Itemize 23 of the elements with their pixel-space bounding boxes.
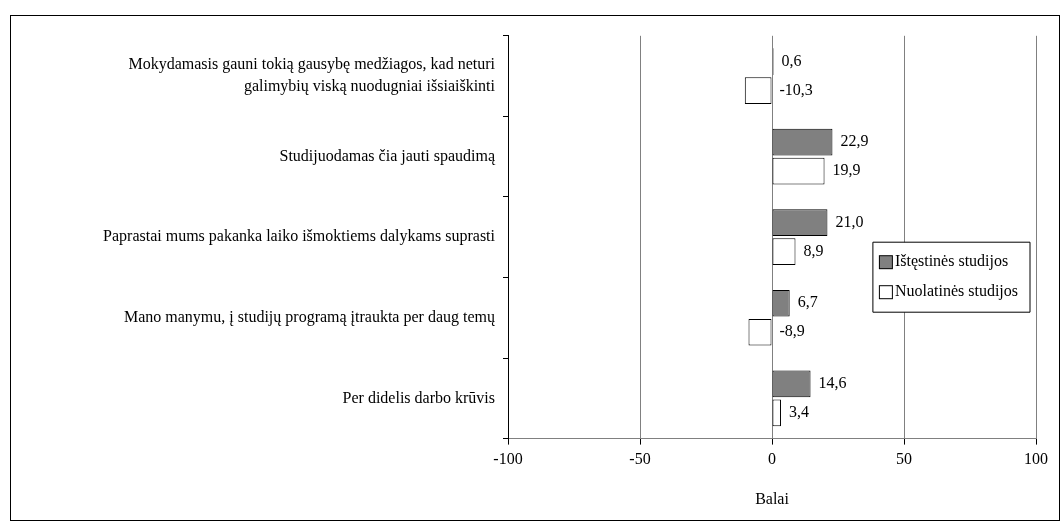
y-tick-label: Mano manymu, į studijų programą įtraukta per daug temų <box>123 307 496 326</box>
x-tick-label: -100 <box>493 450 523 468</box>
x-tick-label: -50 <box>629 450 651 468</box>
y-tick-label: Per didelis darbo krūvis <box>342 388 495 406</box>
data-label: -8,9 <box>779 322 805 340</box>
data-label: 6,7 <box>797 293 818 311</box>
data-label: 22,9 <box>840 132 869 150</box>
x-tick-label: 50 <box>896 450 912 468</box>
data-label: -10,3 <box>779 80 813 98</box>
x-axis-title: Balai <box>755 489 790 507</box>
legend-label: Nuolatinės studijos <box>894 282 1018 301</box>
y-tick-label: Mokydamasis gauni tokią gausybę medžiagos, kad neturi galimybių viską nuodugniai išsiaiškinti <box>128 55 496 96</box>
data-label: 3,4 <box>788 403 809 421</box>
y-tick-label: Studijuodamas čia jauti spaudimą <box>279 146 496 165</box>
data-label: 19,9 <box>832 161 861 179</box>
legend-label: Ištęstinės studijos <box>894 252 1009 271</box>
x-tick-label: 0 <box>768 450 776 468</box>
data-label: 0,6 <box>781 51 802 69</box>
data-label: 14,6 <box>818 374 847 392</box>
data-label: 21,0 <box>835 212 864 230</box>
x-tick-label: 100 <box>1024 450 1048 468</box>
data-label: 8,9 <box>803 241 824 259</box>
y-tick-label: Paprastai mums pakanka laiko išmoktiems dalykams suprasti <box>103 227 496 246</box>
